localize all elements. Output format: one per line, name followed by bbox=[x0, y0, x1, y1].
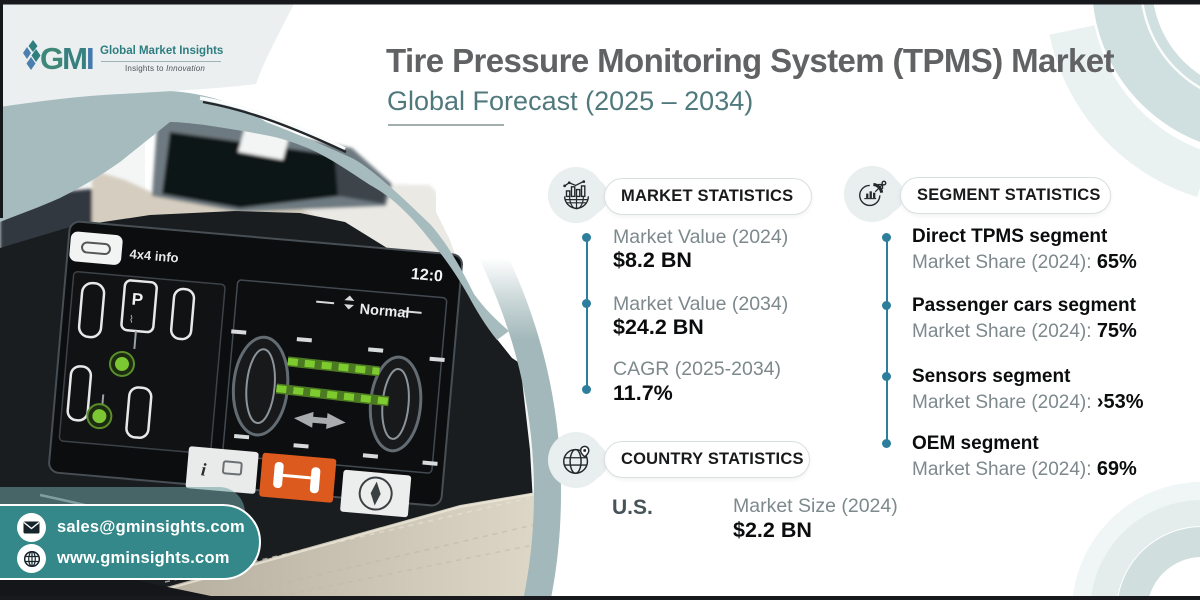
svg-text:i: i bbox=[200, 459, 207, 479]
svg-text:⌇: ⌇ bbox=[128, 314, 134, 325]
svg-text:12:0: 12:0 bbox=[410, 266, 443, 286]
svg-text:Normal: Normal bbox=[359, 301, 410, 321]
svg-text:P: P bbox=[131, 290, 144, 310]
svg-text:4x4 info: 4x4 info bbox=[129, 246, 179, 265]
svg-text:GMI: GMI bbox=[40, 41, 93, 76]
